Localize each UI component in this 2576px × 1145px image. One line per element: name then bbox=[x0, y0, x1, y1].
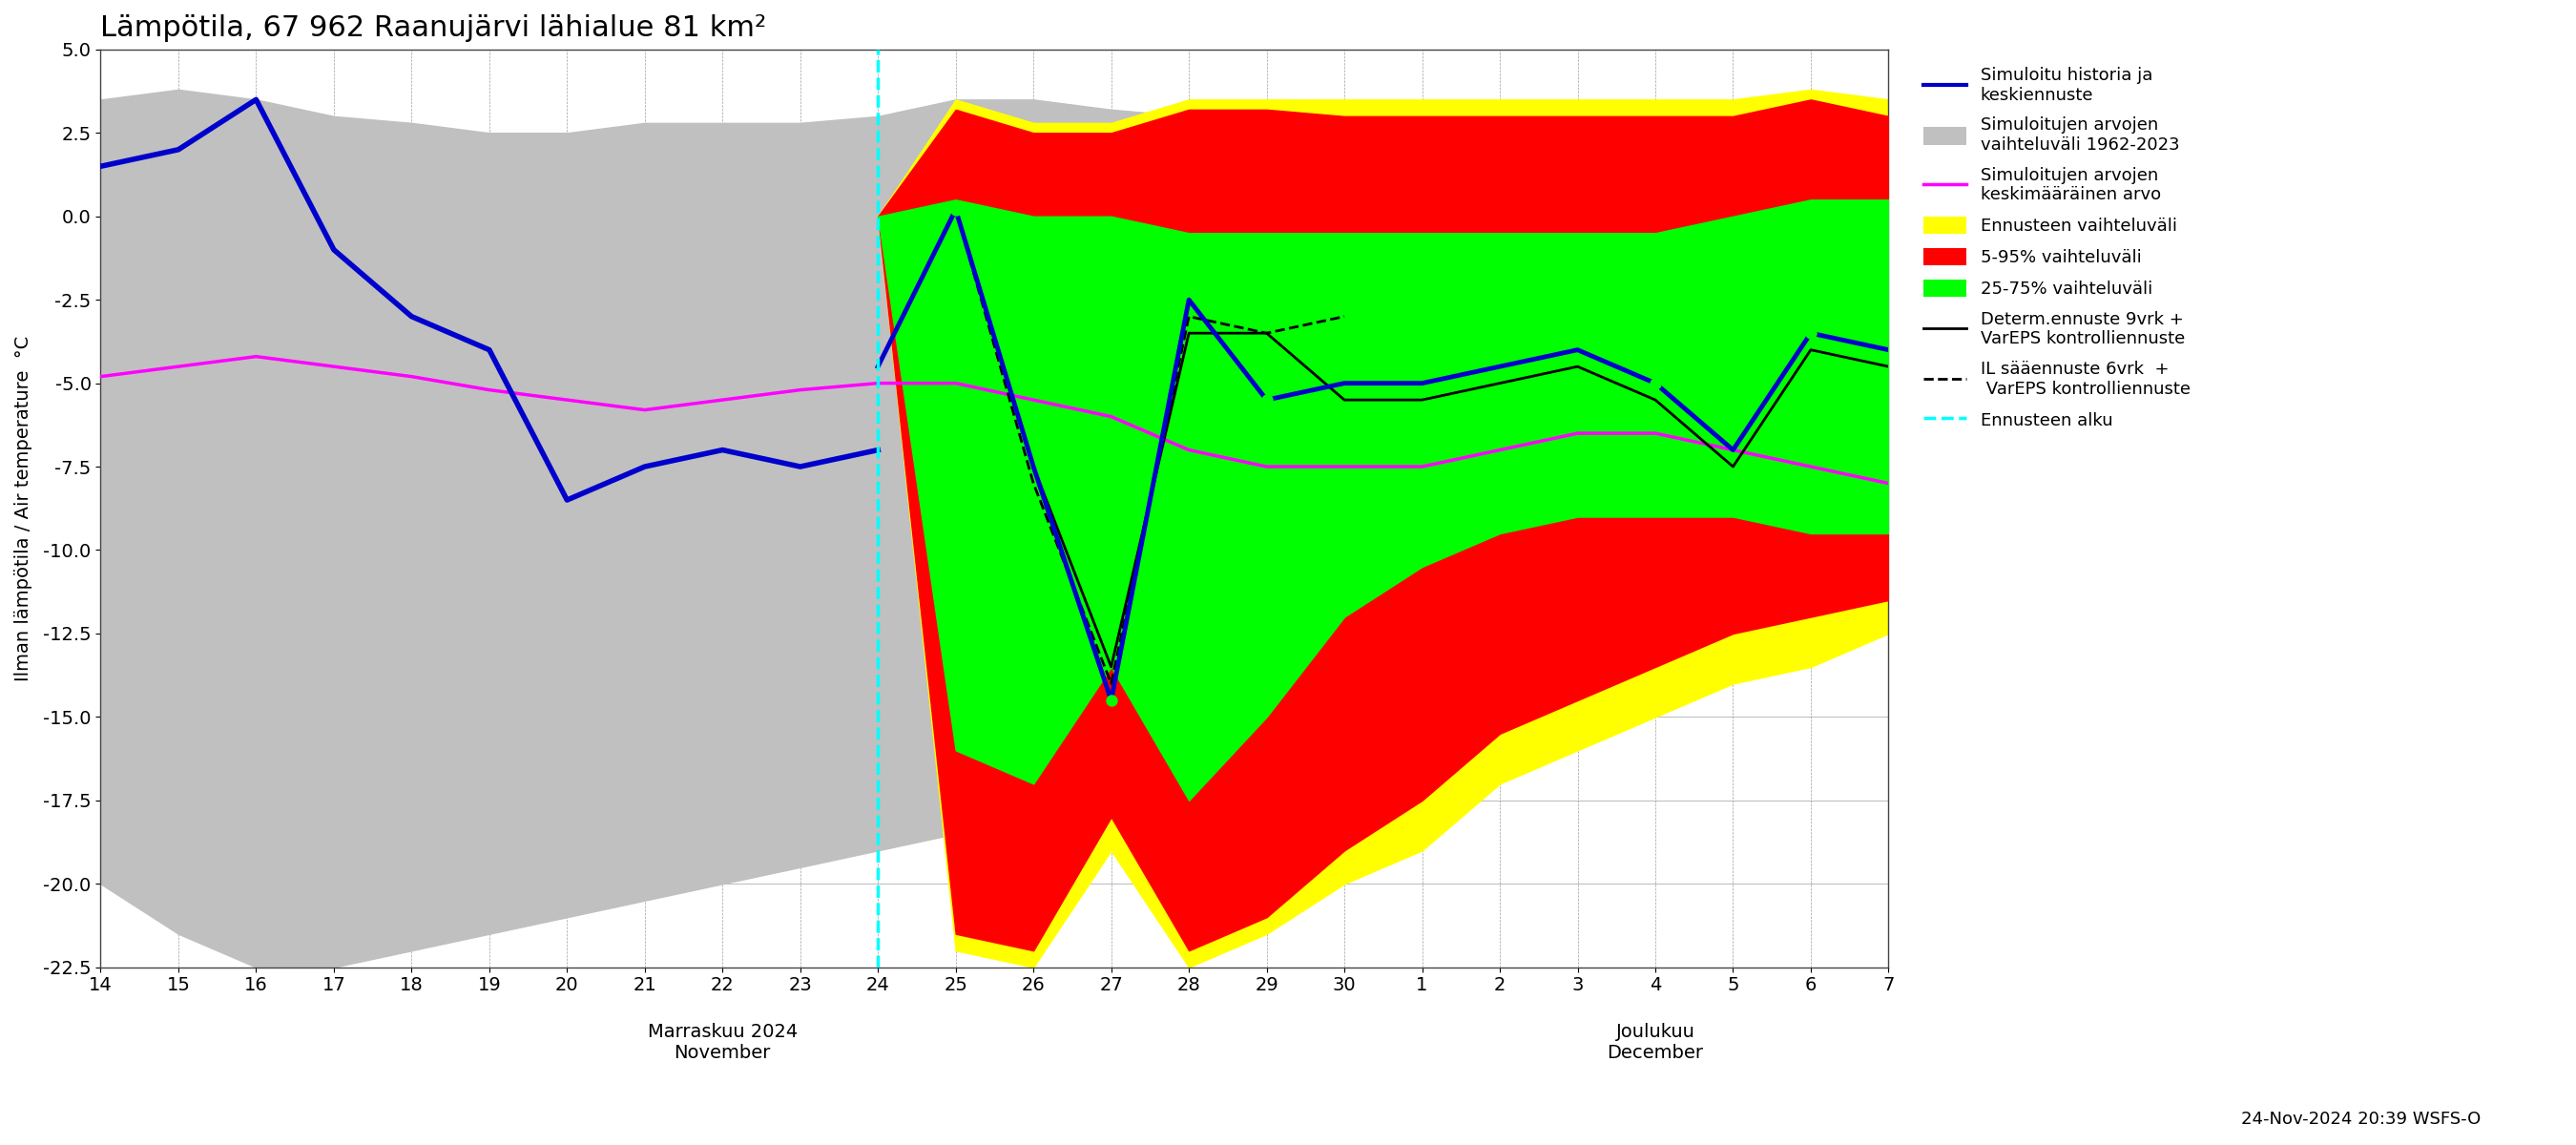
Y-axis label: Ilman lämpötila / Air temperature  °C: Ilman lämpötila / Air temperature °C bbox=[15, 335, 33, 681]
Text: Joulukuu
December: Joulukuu December bbox=[1607, 1022, 1703, 1063]
Text: Lämpötila, 67 962 Raanujärvi lähialue 81 km²: Lämpötila, 67 962 Raanujärvi lähialue 81… bbox=[100, 14, 768, 42]
Text: 24-Nov-2024 20:39 WSFS-O: 24-Nov-2024 20:39 WSFS-O bbox=[2241, 1111, 2481, 1128]
Point bbox=[935, 200, 976, 219]
Point bbox=[1247, 390, 1288, 409]
Point bbox=[1636, 374, 1677, 393]
Legend: Simuloitu historia ja
keskiennuste, Simuloitujen arvojen
vaihteluväli 1962-2023,: Simuloitu historia ja keskiennuste, Simu… bbox=[1914, 58, 2200, 437]
Text: Marraskuu 2024
November: Marraskuu 2024 November bbox=[647, 1022, 799, 1063]
Point bbox=[1090, 692, 1131, 710]
Point bbox=[1790, 324, 1832, 342]
Point bbox=[1479, 341, 1520, 360]
